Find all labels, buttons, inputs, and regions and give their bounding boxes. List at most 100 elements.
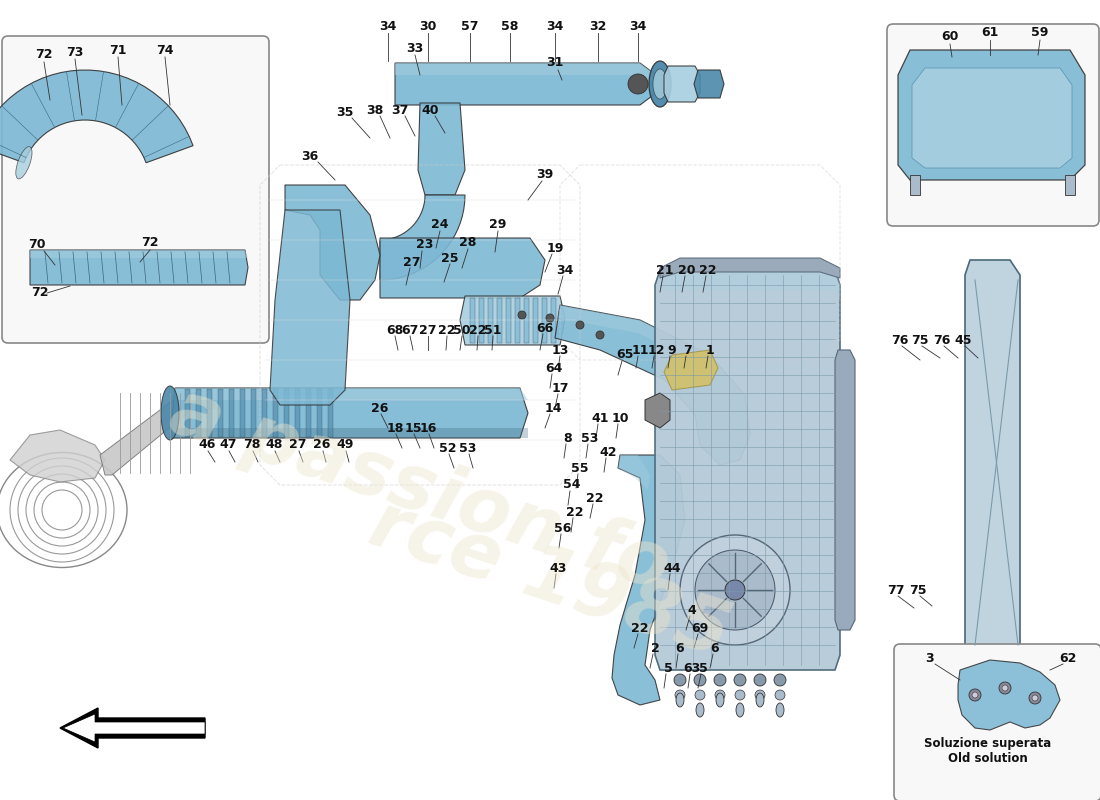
Text: 13: 13 (551, 343, 569, 357)
Polygon shape (0, 70, 194, 162)
Polygon shape (295, 389, 300, 437)
Polygon shape (100, 390, 214, 475)
Text: 62: 62 (1059, 651, 1077, 665)
Polygon shape (515, 298, 520, 343)
Text: 18: 18 (386, 422, 404, 434)
Text: 22: 22 (586, 491, 604, 505)
Circle shape (999, 682, 1011, 694)
Ellipse shape (15, 146, 32, 179)
Text: 76: 76 (933, 334, 950, 346)
Polygon shape (240, 389, 245, 437)
Text: 1: 1 (705, 343, 714, 357)
Circle shape (776, 690, 785, 700)
Polygon shape (958, 660, 1060, 730)
Circle shape (694, 674, 706, 686)
Circle shape (754, 674, 766, 686)
Text: 20: 20 (679, 263, 695, 277)
Text: 46: 46 (198, 438, 216, 451)
Polygon shape (170, 388, 528, 400)
Text: 5: 5 (698, 662, 707, 674)
Text: 29: 29 (490, 218, 507, 231)
Text: 77: 77 (888, 583, 904, 597)
Text: 43: 43 (549, 562, 566, 574)
Text: 54: 54 (563, 478, 581, 491)
Polygon shape (1065, 175, 1075, 195)
Polygon shape (251, 389, 256, 437)
Text: 2: 2 (650, 642, 659, 654)
Text: 15: 15 (405, 422, 421, 434)
Polygon shape (664, 66, 700, 102)
FancyBboxPatch shape (894, 644, 1100, 800)
Text: 14: 14 (544, 402, 562, 414)
Text: a passion fo: a passion fo (161, 374, 679, 606)
Circle shape (675, 690, 685, 700)
Circle shape (1002, 685, 1008, 691)
Polygon shape (229, 389, 234, 437)
Text: 23: 23 (416, 238, 433, 251)
Polygon shape (317, 389, 322, 437)
Text: 9: 9 (668, 343, 676, 357)
Circle shape (755, 690, 764, 700)
Text: 47: 47 (219, 438, 236, 451)
Polygon shape (558, 305, 710, 368)
Text: 74: 74 (156, 43, 174, 57)
FancyBboxPatch shape (2, 36, 270, 343)
Polygon shape (488, 298, 493, 343)
Text: 22: 22 (566, 506, 584, 518)
Text: 72: 72 (141, 237, 158, 250)
Polygon shape (306, 389, 311, 437)
Text: 48: 48 (265, 438, 283, 451)
Circle shape (735, 690, 745, 700)
Ellipse shape (653, 69, 667, 99)
Circle shape (518, 311, 526, 319)
Ellipse shape (161, 386, 179, 440)
Polygon shape (270, 210, 350, 405)
Circle shape (1032, 695, 1038, 701)
Polygon shape (654, 270, 840, 670)
Text: 58: 58 (502, 19, 519, 33)
Polygon shape (664, 350, 718, 390)
Text: 72: 72 (35, 49, 53, 62)
Text: 75: 75 (910, 583, 926, 597)
Polygon shape (694, 70, 724, 98)
Polygon shape (612, 455, 685, 705)
Text: 38: 38 (366, 103, 384, 117)
Text: 50: 50 (453, 323, 471, 337)
Ellipse shape (776, 703, 784, 717)
Text: 7: 7 (683, 343, 692, 357)
Polygon shape (645, 393, 670, 428)
Text: 11: 11 (631, 343, 649, 357)
Text: 51: 51 (484, 323, 502, 337)
Text: 22: 22 (700, 263, 717, 277)
FancyArrow shape (60, 708, 205, 748)
Text: 22: 22 (438, 323, 455, 337)
Ellipse shape (756, 693, 764, 707)
Ellipse shape (649, 61, 671, 107)
Circle shape (969, 689, 981, 701)
Polygon shape (556, 305, 750, 465)
Text: rce 1985: rce 1985 (361, 487, 739, 673)
Text: 41: 41 (592, 411, 608, 425)
Polygon shape (965, 260, 1020, 665)
Text: 34: 34 (379, 19, 397, 33)
Text: 10: 10 (612, 411, 629, 425)
Text: 37: 37 (392, 103, 409, 117)
Polygon shape (660, 270, 840, 300)
Text: 65: 65 (616, 349, 634, 362)
Text: 45: 45 (955, 334, 971, 346)
Ellipse shape (676, 693, 684, 707)
FancyBboxPatch shape (887, 24, 1099, 226)
Polygon shape (185, 389, 190, 437)
Ellipse shape (716, 693, 724, 707)
Circle shape (774, 674, 786, 686)
Text: 69: 69 (692, 622, 708, 634)
Circle shape (628, 74, 648, 94)
Text: 72: 72 (31, 286, 48, 299)
Text: 63: 63 (683, 662, 701, 674)
Text: 22: 22 (470, 323, 486, 337)
Circle shape (695, 550, 776, 630)
Polygon shape (10, 430, 104, 482)
Polygon shape (460, 296, 565, 345)
Text: 31: 31 (547, 57, 563, 70)
Circle shape (596, 331, 604, 339)
